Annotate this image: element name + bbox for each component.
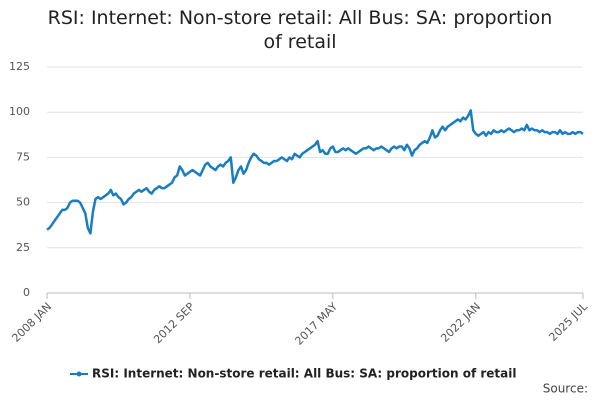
source: Source: bbox=[543, 382, 588, 396]
x-tick-label: 2022 JAN bbox=[438, 300, 483, 345]
legend-marker bbox=[76, 371, 82, 377]
x-tick-label: 2008 JAN bbox=[9, 300, 54, 345]
legend-label: RSI: Internet: Non-store retail: All Bus… bbox=[92, 367, 517, 381]
y-tick-label: 0 bbox=[23, 286, 30, 299]
chart-title: RSI: Internet: Non-store retail: All Bus… bbox=[47, 7, 553, 53]
y-tick-label: 25 bbox=[16, 241, 30, 254]
y-tick-label: 125 bbox=[9, 60, 30, 73]
y-tick-label: 100 bbox=[9, 105, 30, 118]
y-tick-label: 50 bbox=[16, 196, 30, 209]
series-line bbox=[46, 109, 584, 235]
y-tick-label: 75 bbox=[16, 150, 30, 163]
x-tick-label: 2012 SEP bbox=[151, 300, 197, 346]
x-tick-label: 2025 JUL bbox=[546, 299, 590, 343]
x-tick-label: 2017 MAY bbox=[292, 300, 340, 348]
